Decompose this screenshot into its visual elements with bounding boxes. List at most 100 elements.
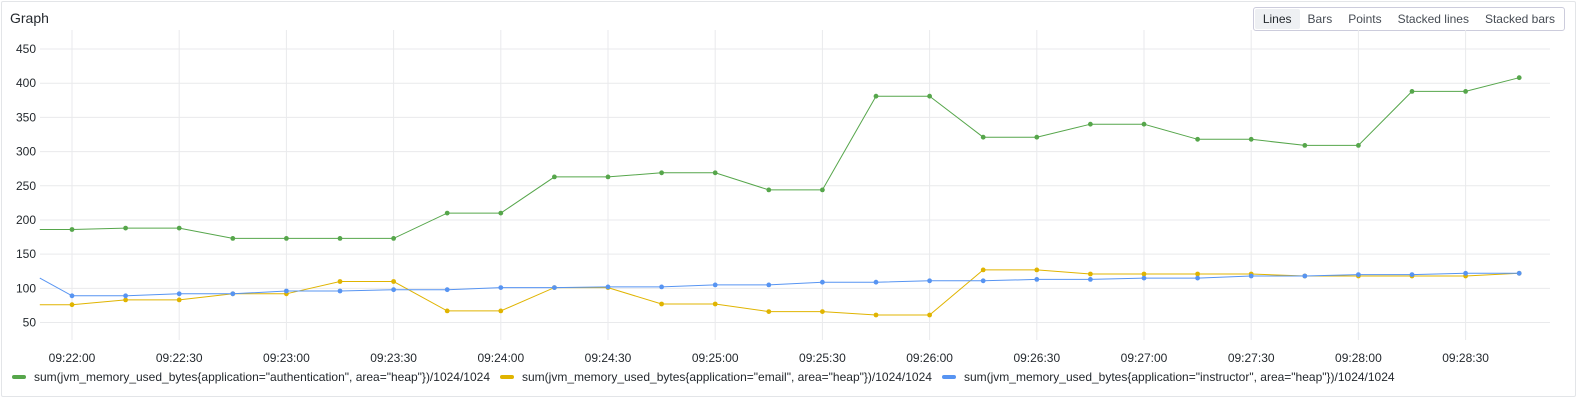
series-point-2 <box>230 291 236 297</box>
series-point-1 <box>69 302 75 308</box>
series-point-1 <box>1141 271 1147 277</box>
series-point-2 <box>1248 273 1254 279</box>
series-point-1 <box>766 309 772 314</box>
x-tick-label: 09:23:30 <box>370 351 417 365</box>
series-point-0 <box>1463 89 1468 94</box>
series-point-0 <box>873 93 879 99</box>
series-point-2 <box>605 284 611 290</box>
series-point-1 <box>659 301 664 307</box>
series-point-1 <box>444 308 450 314</box>
legend-label-instructor: sum(jvm_memory_used_bytes{application="i… <box>963 370 1395 384</box>
series-line-0 <box>39 77 1520 239</box>
series-point-1 <box>820 309 825 314</box>
panel-title: Graph <box>10 10 49 26</box>
series-line-2 <box>39 272 1520 297</box>
series-point-2 <box>1463 270 1468 276</box>
series-point-2 <box>498 285 504 290</box>
view-lines-button[interactable]: Lines <box>1254 9 1300 29</box>
legend-item-instructor[interactable]: sum(jvm_memory_used_bytes{application="i… <box>941 370 1395 384</box>
series-point-0 <box>820 187 825 193</box>
legend-swatch-email <box>500 375 514 379</box>
legend-label-email: sum(jvm_memory_used_bytes{application="e… <box>522 370 932 384</box>
series-point-1 <box>391 279 396 284</box>
series-point-2 <box>337 288 343 294</box>
legend-swatch-instructor <box>941 375 956 379</box>
series-point-0 <box>498 210 504 216</box>
view-stacked-bars-button[interactable]: Stacked bars <box>1484 12 1555 26</box>
series-point-2 <box>820 279 825 285</box>
view-toggle: Lines Bars Points Stacked lines Stacked … <box>1252 7 1565 31</box>
x-tick-label: 09:25:00 <box>692 351 739 365</box>
series-point-2 <box>1356 272 1361 277</box>
x-tick-label: 09:24:00 <box>477 351 524 365</box>
series-point-1 <box>123 297 128 303</box>
series-point-2 <box>1195 275 1200 281</box>
series-point-0 <box>1141 121 1147 127</box>
y-tick-label: 200 <box>16 213 36 227</box>
view-stacked-lines-button[interactable]: Stacked lines <box>1397 12 1469 26</box>
y-tick-label: 400 <box>16 76 36 90</box>
x-tick-label: 09:27:30 <box>1228 351 1275 365</box>
legend-item-authentication[interactable]: sum(jvm_memory_used_bytes{application="a… <box>12 370 490 384</box>
legend-item-email[interactable]: sum(jvm_memory_used_bytes{application="e… <box>500 370 932 384</box>
x-tick-label: 09:22:30 <box>156 351 203 365</box>
y-tick-label: 300 <box>16 145 36 159</box>
series-point-2 <box>712 282 718 288</box>
series-point-1 <box>1088 271 1093 277</box>
x-tick-label: 09:28:00 <box>1335 351 1382 365</box>
series-point-2 <box>1088 277 1093 282</box>
series-point-0 <box>123 225 128 231</box>
series-point-0 <box>1409 89 1415 94</box>
x-tick-label: 09:23:00 <box>263 351 310 365</box>
series-point-1 <box>712 301 718 307</box>
series-point-2 <box>1516 270 1522 276</box>
series-point-2 <box>659 284 664 290</box>
series-point-2 <box>1034 277 1040 282</box>
series-point-0 <box>659 170 664 176</box>
series-point-1 <box>927 312 932 318</box>
x-tick-label: 09:24:30 <box>585 351 632 365</box>
series-point-1 <box>337 279 343 284</box>
y-tick-label: 150 <box>16 247 36 261</box>
legend-label-authentication: sum(jvm_memory_used_bytes{application="a… <box>34 370 490 384</box>
series-point-0 <box>552 174 557 180</box>
y-tick-label: 250 <box>16 179 36 193</box>
series-point-0 <box>1034 134 1040 140</box>
view-points-button[interactable]: Points <box>1348 12 1382 26</box>
series-point-0 <box>1302 143 1308 148</box>
series-point-0 <box>712 170 718 176</box>
series-point-2 <box>873 279 879 285</box>
series-point-2 <box>980 278 986 284</box>
series-point-0 <box>1195 136 1200 142</box>
y-tick-label: 350 <box>16 110 36 124</box>
chart-legend: sum(jvm_memory_used_bytes{application="a… <box>12 370 1405 384</box>
series-point-0 <box>176 225 182 231</box>
series-point-1 <box>498 308 504 314</box>
series-point-1 <box>980 267 986 273</box>
series-point-0 <box>1356 143 1361 148</box>
series-point-2 <box>444 287 450 293</box>
x-tick-label: 09:25:30 <box>799 351 846 365</box>
series-point-2 <box>927 278 932 284</box>
series-point-1 <box>176 297 182 303</box>
x-tick-label: 09:28:30 <box>1442 351 1489 365</box>
series-point-0 <box>1088 121 1093 127</box>
series-point-2 <box>123 293 128 299</box>
series-point-0 <box>1516 75 1522 81</box>
series-point-1 <box>1034 267 1040 273</box>
series-point-0 <box>444 210 450 216</box>
x-tick-label: 09:22:00 <box>49 351 96 365</box>
series-point-2 <box>552 285 557 290</box>
y-tick-label: 450 <box>16 42 36 56</box>
series-point-2 <box>69 293 75 299</box>
series-point-0 <box>766 187 772 193</box>
series-point-0 <box>230 236 236 241</box>
x-tick-label: 09:26:30 <box>1013 351 1060 365</box>
y-tick-label: 100 <box>16 281 36 295</box>
series-point-0 <box>980 134 986 140</box>
series-point-0 <box>391 236 396 241</box>
series-point-2 <box>391 287 396 293</box>
view-bars-button[interactable]: Bars <box>1307 12 1333 26</box>
series-point-2 <box>1409 272 1415 277</box>
